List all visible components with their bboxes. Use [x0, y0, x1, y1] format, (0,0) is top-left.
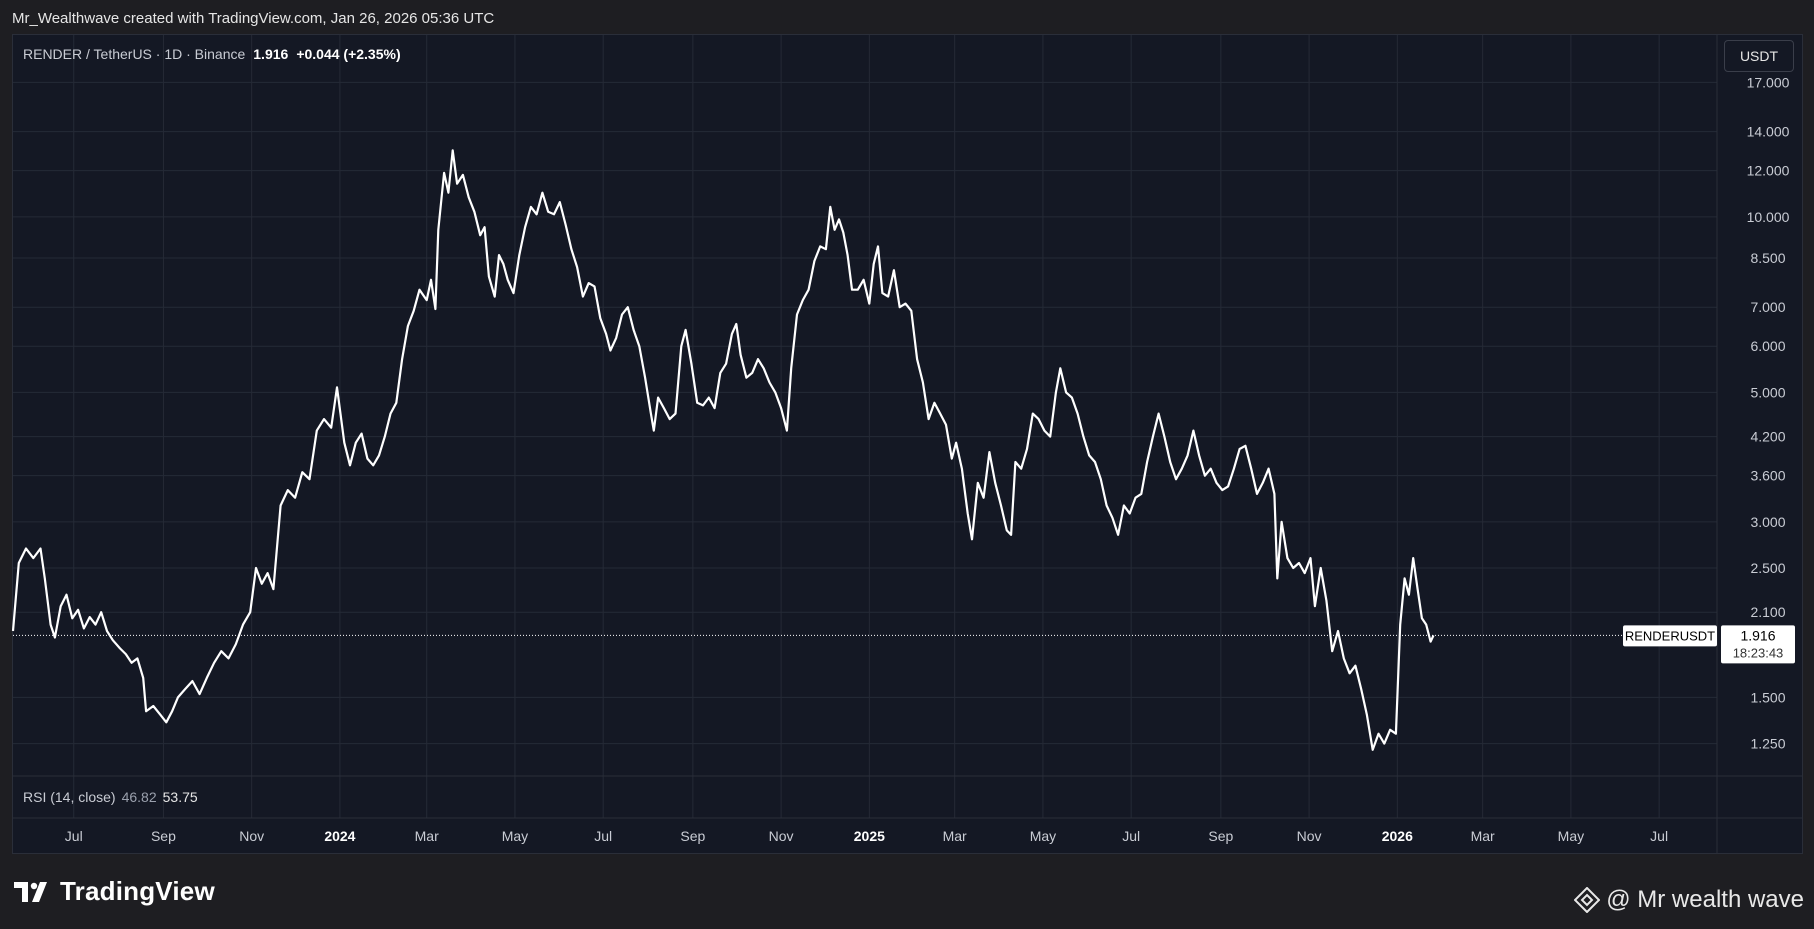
y-tick-label: 10.000	[1747, 209, 1790, 225]
y-tick-label: 7.000	[1750, 299, 1785, 315]
price-tag-value: 1.916	[1740, 627, 1775, 643]
tradingview-wordmark: TradingView	[60, 876, 215, 906]
y-tick-label: 6.000	[1750, 338, 1785, 354]
rsi-label: RSI (14, close)	[23, 789, 116, 805]
tradingview-logo-icon	[14, 881, 47, 902]
y-tick-label: 8.500	[1750, 250, 1785, 266]
chart-credit: Mr_Wealthwave created with TradingView.c…	[12, 10, 495, 27]
price-tag-countdown: 18:23:43	[1733, 645, 1784, 660]
author-signature: @ Mr wealth wave	[1574, 886, 1804, 914]
x-tick-label: 2025	[854, 828, 885, 844]
x-tick-label: 2024	[324, 828, 355, 844]
bottom-bar	[0, 854, 1814, 929]
x-tick-label: May	[1558, 828, 1584, 844]
x-tick-label: Sep	[1208, 828, 1233, 844]
last-price-tag: RENDERUSDT 1.916 18:23:43	[1623, 625, 1795, 664]
symbol-tag-label: RENDERUSDT	[1625, 628, 1715, 643]
y-tick-label: 3.000	[1750, 514, 1785, 530]
rsi-value-2: 53.75	[162, 789, 198, 805]
x-tick-label: Jul	[594, 828, 612, 844]
y-tick-label: 2.100	[1750, 604, 1785, 620]
x-tick-label: Jul	[1122, 828, 1140, 844]
price-tag-background	[1721, 625, 1795, 664]
currency-button[interactable]: USDT	[1724, 40, 1794, 72]
x-tick-label: Nov	[239, 828, 264, 844]
x-tick-label: Nov	[1297, 828, 1322, 844]
y-tick-label: 5.000	[1750, 384, 1785, 400]
price-axis[interactable]: 17.000 14.000 12.000 10.000 8.500 7.000 6.000 5…	[1747, 74, 1790, 751]
x-tick-label: Mar	[1471, 828, 1495, 844]
legend-price: 1.916	[253, 46, 289, 62]
tradingview-logo[interactable]: TradingView	[14, 876, 215, 907]
symbol-name: RENDER / TetherUS · 1D · Binance	[23, 46, 246, 62]
y-tick-label: 1.500	[1750, 689, 1785, 705]
y-tick-label: 1.250	[1750, 736, 1785, 752]
binance-diamond-icon	[1574, 887, 1601, 913]
x-tick-label: 2026	[1382, 828, 1413, 844]
y-tick-label: 12.000	[1747, 163, 1790, 179]
rsi-legend[interactable]: RSI (14, close) 46.82 53.75	[23, 789, 198, 805]
x-tick-label: May	[1030, 828, 1056, 844]
chart-grid	[13, 35, 1717, 818]
legend-change: +0.044 (+2.35%)	[296, 46, 401, 62]
y-tick-label: 17.000	[1747, 74, 1790, 90]
x-tick-label: Jul	[65, 828, 83, 844]
symbol-tag-background	[1623, 625, 1717, 647]
y-tick-label: 2.500	[1750, 560, 1785, 576]
x-tick-label: Sep	[151, 828, 176, 844]
time-axis[interactable]: Jul Sep Nov 2024 Mar May Jul Sep Nov 2025 Mar May Ju…	[65, 828, 1668, 844]
x-tick-label: Jul	[1650, 828, 1668, 844]
x-tick-label: Nov	[769, 828, 794, 844]
x-tick-label: Sep	[680, 828, 705, 844]
rsi-value-1: 46.82	[121, 789, 157, 805]
y-tick-label: 14.000	[1747, 124, 1790, 140]
x-tick-label: Mar	[415, 828, 439, 844]
x-tick-label: Mar	[943, 828, 967, 844]
y-tick-label: 3.600	[1750, 468, 1785, 484]
symbol-legend[interactable]: RENDER / TetherUS · 1D · Binance 1.916 +0.…	[23, 46, 401, 62]
price-line-series[interactable]	[11, 149, 1435, 751]
x-tick-label: May	[502, 828, 528, 844]
y-tick-label: 4.200	[1750, 429, 1785, 445]
signature-text: @ Mr wealth wave	[1606, 886, 1804, 913]
top-bar: Mr_Wealthwave created with TradingView.c…	[0, 0, 1814, 34]
